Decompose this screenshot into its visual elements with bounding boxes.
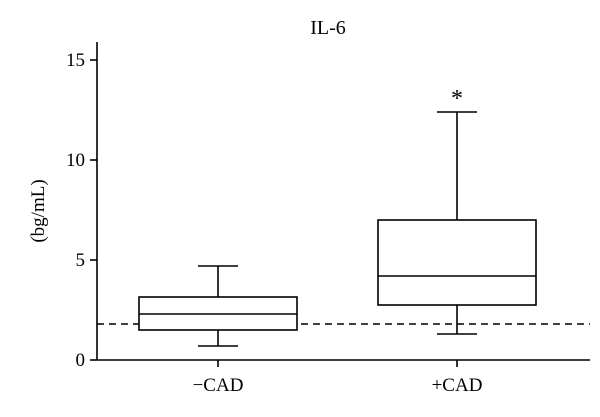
chart-title: IL-6 bbox=[310, 17, 346, 39]
y-ticks: 0 5 10 15 bbox=[66, 50, 97, 371]
boxes: * bbox=[138, 86, 537, 347]
significance-asterisk: * bbox=[451, 86, 463, 112]
y-tick-label: 0 bbox=[76, 350, 86, 371]
x-ticks: −CAD +CAD bbox=[193, 360, 483, 396]
x-tick-label: +CAD bbox=[432, 375, 483, 396]
x-tick-label: −CAD bbox=[193, 375, 244, 396]
y-tick-label: 10 bbox=[66, 150, 85, 171]
box-2: * bbox=[377, 86, 537, 335]
y-axis-label: (bg/mL) bbox=[28, 179, 49, 242]
y-tick-label: 5 bbox=[76, 250, 86, 271]
iqr-box bbox=[377, 219, 537, 306]
box-1 bbox=[138, 265, 298, 347]
y-tick-label: 15 bbox=[66, 50, 85, 71]
